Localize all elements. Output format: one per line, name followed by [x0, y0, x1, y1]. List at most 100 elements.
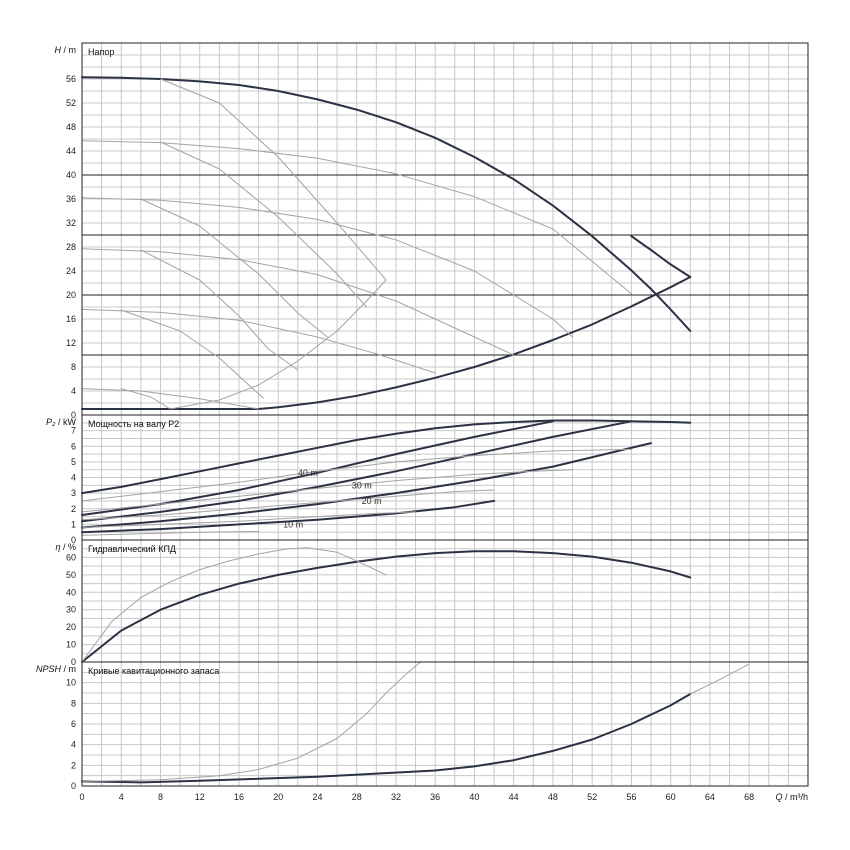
panel-title: Напор [88, 47, 114, 57]
y-tick-label: 10 [66, 678, 76, 688]
power-curve-3 [81, 420, 633, 523]
y-axis-separator: / [61, 664, 69, 674]
y-tick-label: 60 [66, 552, 76, 562]
x-tick-label: 56 [626, 792, 636, 802]
x-tick-label: 40 [469, 792, 479, 802]
y-tick-label: 8 [71, 362, 76, 372]
x-tick-label: 68 [744, 792, 754, 802]
y-axis-variable: P₂ [46, 417, 56, 427]
head-curve-5 [81, 197, 573, 338]
head-curve-14 [120, 388, 171, 410]
x-tick-label: 0 [79, 792, 84, 802]
x-tick-label: 32 [391, 792, 401, 802]
y-axis-unit: kW [63, 417, 77, 427]
efficiency-curve-2 [81, 547, 387, 663]
panel-power: 40 m 30 m 20 m 10 m 0 1 2 3 4 5 6 7 Мощность на валу… [46, 414, 809, 545]
head-curve-7 [81, 308, 436, 374]
y-tick-label: 20 [66, 622, 76, 632]
y-tick-label: 36 [66, 194, 76, 204]
y-tick-label: 6 [71, 441, 76, 451]
y-tick-label: 16 [66, 314, 76, 324]
y-tick-label: 0 [71, 535, 76, 545]
y-tick-label: 44 [66, 146, 76, 156]
npsh-curve-3 [81, 661, 421, 782]
head-curve-12 [140, 249, 299, 371]
y-tick-label: 20 [66, 290, 76, 300]
head-curve-15 [169, 279, 387, 410]
y-tick-label: 8 [71, 698, 76, 708]
y-axis-separator: / [55, 417, 63, 427]
head-curve-11 [140, 198, 328, 338]
head-curve-8 [81, 388, 260, 410]
y-tick-label: 50 [66, 570, 76, 580]
y-tick-label: 40 [66, 587, 76, 597]
npsh-curve-1 [81, 693, 692, 784]
x-tick-label: 52 [587, 792, 597, 802]
y-axis-label: P₂ / kW [46, 417, 76, 427]
y-axis-label: NPSH / m [36, 664, 76, 674]
x-axis-unit: m³/h [790, 792, 808, 802]
panel-frame [81, 42, 809, 416]
x-tick-label: 48 [548, 792, 558, 802]
efficiency-curve-1 [81, 550, 692, 663]
y-axis-unit: m [69, 45, 77, 55]
power-curve-4 [81, 442, 652, 529]
panel-frame [81, 661, 809, 787]
power-curve-6 [81, 448, 632, 502]
y-tick-label: 0 [71, 657, 76, 667]
power-curve-7 [81, 469, 573, 513]
y-tick-label: 48 [66, 122, 76, 132]
y-axis-unit: m [69, 664, 77, 674]
y-tick-label: 32 [66, 218, 76, 228]
panel-title: Гидравлический КПД [88, 544, 176, 554]
power-curve-9 [81, 511, 417, 528]
y-tick-label: 4 [71, 473, 76, 483]
y-tick-label: 24 [66, 266, 76, 276]
x-tick-label: 36 [430, 792, 440, 802]
y-axis-unit: % [68, 542, 76, 552]
y-axis-label: H / m [54, 45, 76, 55]
y-tick-label: 2 [71, 504, 76, 514]
curve-label: 30 m [352, 480, 372, 490]
npsh-curve-2 [689, 663, 750, 695]
y-tick-label: 5 [71, 457, 76, 467]
y-axis-separator: / [60, 542, 68, 552]
y-tick-label: 4 [71, 386, 76, 396]
head-curve-1 [81, 76, 692, 332]
panel-efficiency: 0 10 20 30 40 50 60 Гидравлический КПД η / % [55, 539, 809, 667]
head-curve-13 [120, 309, 264, 399]
curve-label: 40 m [298, 468, 318, 478]
x-tick-label: 60 [666, 792, 676, 802]
panel-title: Мощность на валу P2 [88, 419, 179, 429]
head-curve-3 [630, 235, 692, 278]
y-tick-label: 52 [66, 98, 76, 108]
curve-label: 20 m [362, 496, 382, 506]
x-axis-label: Q / m³/h [775, 792, 808, 802]
head-curve-6 [81, 248, 515, 356]
x-tick-label: 4 [119, 792, 124, 802]
y-axis-variable: NPSH [36, 664, 62, 674]
x-tick-label: 12 [195, 792, 205, 802]
x-tick-label: 24 [312, 792, 322, 802]
power-curve-10 [81, 530, 260, 536]
x-tick-label: 20 [273, 792, 283, 802]
y-tick-label: 10 [66, 640, 76, 650]
curve-label: 10 m [283, 519, 303, 529]
power-curve-1 [81, 419, 692, 495]
y-tick-label: 28 [66, 242, 76, 252]
head-curve-4 [81, 140, 632, 295]
y-tick-label: 1 [71, 519, 76, 529]
x-tick-label: 16 [234, 792, 244, 802]
y-tick-label: 2 [71, 760, 76, 770]
y-tick-label: 0 [71, 410, 76, 420]
x-axis-variable: Q [775, 792, 782, 802]
y-tick-label: 30 [66, 605, 76, 615]
y-tick-label: 3 [71, 488, 76, 498]
y-tick-label: 4 [71, 740, 76, 750]
x-tick-label: 64 [705, 792, 715, 802]
y-axis-variable: η [55, 542, 60, 552]
y-axis-separator: / [61, 45, 69, 55]
